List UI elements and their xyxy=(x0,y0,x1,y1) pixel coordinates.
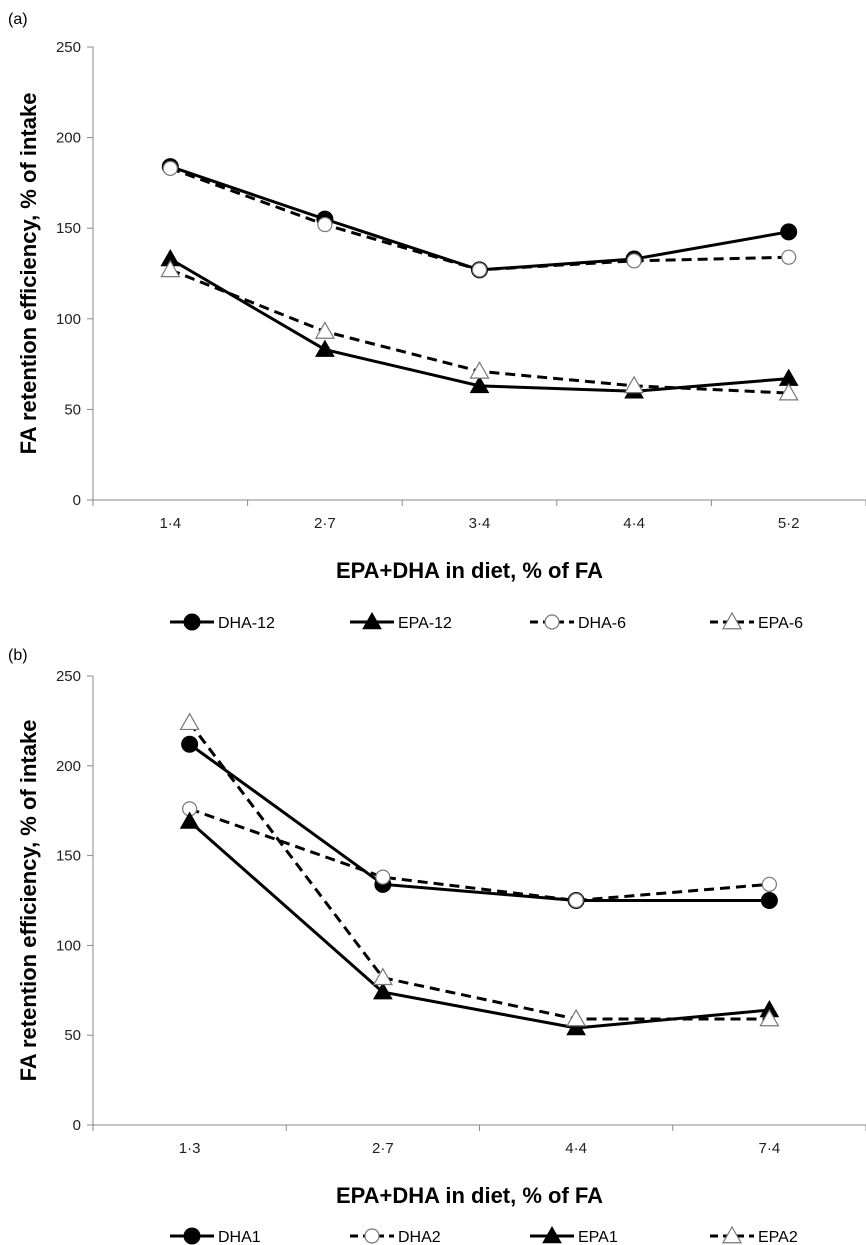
x-tick-label: 5·2 xyxy=(778,515,800,532)
legend-label: DHA-6 xyxy=(578,615,626,632)
x-tick-label: 7·4 xyxy=(759,1140,781,1157)
data-point xyxy=(469,375,490,394)
series-epa-6 xyxy=(160,259,799,401)
legend-label: DHA1 xyxy=(218,1229,261,1245)
y-tick-label: 50 xyxy=(64,1027,81,1044)
series-line xyxy=(169,166,789,272)
y-axis-title: FA retention efficiency, % of intake xyxy=(16,720,41,1082)
data-point xyxy=(568,892,584,909)
y-tick-label: 200 xyxy=(56,758,81,775)
legend-label: DHA-12 xyxy=(218,615,275,632)
legend-marker xyxy=(721,611,743,630)
y-tick-label: 250 xyxy=(56,39,81,56)
data-point xyxy=(375,869,391,885)
legend-marker xyxy=(362,611,382,630)
legend-marker xyxy=(721,1225,743,1244)
series-epa2 xyxy=(179,712,780,1027)
x-tick-label: 3·4 xyxy=(469,515,491,532)
data-point xyxy=(760,892,778,909)
legend-item: DHA-12 xyxy=(170,613,275,632)
x-axis-title: EPA+DHA in diet, % of FA xyxy=(336,558,603,583)
legend-label: EPA1 xyxy=(578,1229,618,1245)
chart-panel-b: (b) 0 50 100 150 200 250 1·3 2·7 4·4 7·4 EPA+DHA in… xyxy=(8,647,866,1245)
legend-marker xyxy=(183,1227,201,1245)
y-tick-label: 200 xyxy=(56,130,81,147)
data-point xyxy=(314,321,335,339)
x-axis-title: EPA+DHA in diet, % of FA xyxy=(336,1183,603,1208)
series-line xyxy=(188,743,770,902)
data-point xyxy=(181,735,199,753)
data-point xyxy=(761,876,777,892)
y-tick-label: 150 xyxy=(56,848,81,865)
data-point xyxy=(372,967,393,986)
series-line xyxy=(188,721,770,1021)
series-dha-6 xyxy=(162,160,797,278)
legend-item: EPA1 xyxy=(530,1225,618,1245)
series-dha2 xyxy=(182,801,777,909)
data-point xyxy=(315,339,335,357)
data-point xyxy=(179,712,200,731)
data-point xyxy=(780,223,798,241)
legend-item: EPA-6 xyxy=(710,611,803,632)
data-point xyxy=(626,253,642,269)
x-tick-label: 1·4 xyxy=(159,515,181,532)
series-line xyxy=(169,165,789,272)
data-point xyxy=(469,361,490,379)
legend-item: DHA1 xyxy=(170,1227,261,1245)
y-tick-label: 50 xyxy=(64,401,81,418)
data-point xyxy=(317,216,333,233)
data-point xyxy=(566,1018,586,1036)
series-epa1 xyxy=(179,811,780,1036)
data-point xyxy=(566,1008,587,1027)
y-tick-label: 0 xyxy=(73,492,81,509)
chart-panel-a: (a) 0 50 100 150 200 250 1·4 2·7 3·4 4·4 5·2 EPA+DHA… xyxy=(8,11,866,632)
data-point xyxy=(373,982,393,1000)
data-point xyxy=(162,160,178,177)
data-point xyxy=(624,375,645,394)
x-tick-label: 2·7 xyxy=(372,1140,394,1157)
y-tick-label: 100 xyxy=(56,311,81,328)
x-tick-label: 1·3 xyxy=(179,1140,201,1157)
data-point xyxy=(781,249,797,265)
data-point xyxy=(759,1008,780,1027)
data-point xyxy=(160,259,181,278)
legend-label: EPA-12 xyxy=(398,615,452,632)
legend-marker xyxy=(544,614,560,630)
y-tick-label: 100 xyxy=(56,937,81,954)
legend-label: DHA2 xyxy=(398,1229,441,1245)
legend: DHA1 DHA2 EPA1 EPA2 xyxy=(170,1225,798,1245)
legend-marker xyxy=(542,1225,562,1244)
panel-label: (a) xyxy=(8,11,28,28)
x-tick-label: 4·4 xyxy=(623,515,645,532)
legend-item: DHA-6 xyxy=(530,614,626,632)
x-tick-label: 4·4 xyxy=(565,1140,587,1157)
series-dha1 xyxy=(181,735,778,909)
data-point xyxy=(778,382,799,401)
legend-marker xyxy=(364,1228,380,1244)
x-tick-label: 2·7 xyxy=(314,515,336,532)
series-line xyxy=(189,807,770,903)
y-axis-title: FA retention efficiency, % of intake xyxy=(16,93,41,455)
legend: DHA-12 EPA-12 DHA-6 EPA-6 xyxy=(170,611,803,632)
legend-label: EPA-6 xyxy=(758,615,803,632)
legend-marker xyxy=(183,613,201,631)
y-tick-label: 250 xyxy=(56,668,81,685)
legend-item: EPA2 xyxy=(710,1225,798,1245)
legend-item: EPA-12 xyxy=(350,611,452,632)
legend-label: EPA2 xyxy=(758,1229,798,1245)
legend-item: DHA2 xyxy=(350,1228,441,1245)
panel-label: (b) xyxy=(8,647,28,664)
y-tick-label: 150 xyxy=(56,220,81,237)
data-point xyxy=(471,262,488,278)
y-tick-label: 0 xyxy=(73,1117,81,1134)
data-point xyxy=(179,811,200,829)
